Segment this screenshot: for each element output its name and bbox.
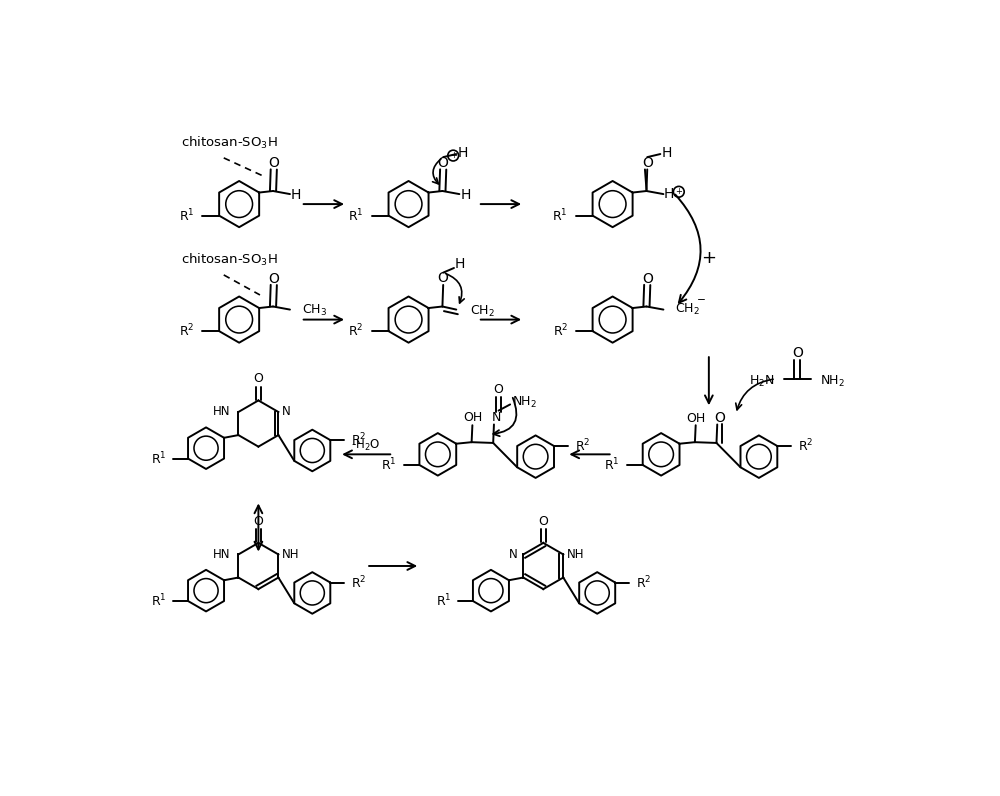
Text: CH$_2$: CH$_2$ [470, 304, 495, 319]
Text: R$^2$: R$^2$ [179, 323, 195, 339]
Text: O: O [792, 345, 803, 360]
Text: R$^2$: R$^2$ [351, 431, 367, 448]
Text: H: H [291, 188, 301, 202]
Text: O: O [538, 515, 548, 528]
Text: N: N [282, 405, 291, 419]
Text: R$^2$: R$^2$ [351, 574, 367, 591]
Text: R$^1$: R$^1$ [151, 451, 166, 467]
Text: O: O [268, 156, 279, 170]
Text: HN: HN [213, 405, 231, 419]
Text: O: O [642, 271, 653, 286]
Text: NH: NH [282, 548, 300, 561]
Text: O: O [268, 271, 279, 286]
Text: H: H [458, 146, 468, 159]
Text: CH$_2$: CH$_2$ [675, 302, 700, 317]
Text: -H$_2$O: -H$_2$O [351, 438, 381, 453]
Text: $^-$: $^-$ [694, 297, 706, 312]
Text: O: O [253, 373, 263, 385]
Text: N: N [492, 411, 501, 424]
Text: H: H [664, 187, 674, 201]
Text: NH$_2$: NH$_2$ [512, 396, 537, 411]
Text: NH: NH [567, 548, 585, 561]
Text: chitosan-SO$_3$H: chitosan-SO$_3$H [181, 135, 278, 150]
Text: R$^2$: R$^2$ [348, 323, 364, 339]
Text: +: + [450, 150, 457, 160]
Text: chitosan-SO$_3$H: chitosan-SO$_3$H [181, 252, 278, 268]
Text: H: H [662, 146, 672, 159]
Text: O: O [438, 271, 449, 285]
Text: +: + [701, 249, 716, 267]
Text: HN: HN [213, 548, 231, 561]
Text: CH$_3$: CH$_3$ [302, 302, 327, 318]
Text: O: O [714, 411, 725, 424]
Text: R$^2$: R$^2$ [636, 574, 651, 591]
Text: +: + [675, 187, 682, 196]
Text: R$^1$: R$^1$ [151, 593, 166, 609]
Text: NH$_2$: NH$_2$ [820, 373, 845, 388]
Text: R$^1$: R$^1$ [348, 207, 364, 224]
Text: O: O [494, 383, 504, 396]
Text: OH: OH [686, 412, 705, 425]
Text: R$^1$: R$^1$ [381, 457, 396, 474]
Text: R$^1$: R$^1$ [604, 457, 620, 474]
Text: R$^2$: R$^2$ [798, 438, 814, 455]
Text: R$^1$: R$^1$ [436, 593, 451, 609]
Text: O: O [253, 515, 263, 528]
Text: N: N [508, 548, 517, 561]
Text: H: H [454, 257, 465, 271]
Text: R$^1$: R$^1$ [179, 207, 195, 224]
Text: R$^2$: R$^2$ [575, 438, 590, 455]
Text: R$^1$: R$^1$ [552, 207, 568, 224]
Text: H$_2$N: H$_2$N [749, 373, 774, 388]
Text: OH: OH [464, 411, 483, 424]
Text: O: O [642, 155, 653, 170]
Text: R$^2$: R$^2$ [553, 323, 568, 339]
Text: H: H [460, 188, 471, 202]
Text: O: O [438, 155, 449, 170]
